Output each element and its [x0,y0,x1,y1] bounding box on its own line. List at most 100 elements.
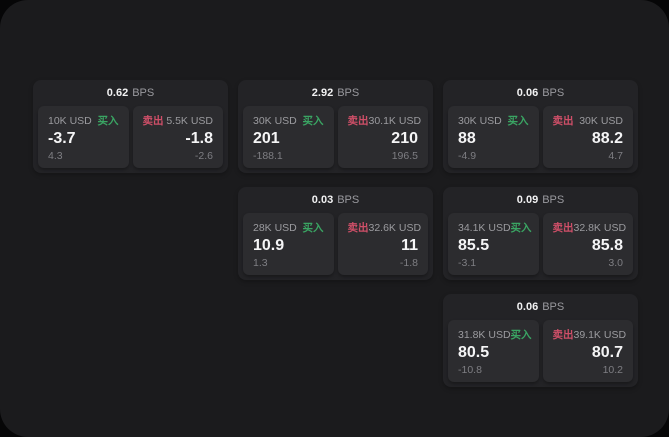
bps-value: 0.09 [516,194,539,206]
bps-unit-label: BPS [542,194,565,206]
sell-delta-value: 4.7 [608,150,623,162]
buy-quote[interactable]: 28K USD 买入 10.9 1.3 [243,213,334,275]
buy-quote[interactable]: 34.1K USD 买入 85.5 -3.1 [448,213,539,275]
quote-card: 0.03 BPS 28K USD 买入 10.9 1.3 卖出 32.6K US… [238,187,433,280]
sell-size-label: 30K USD [579,114,623,127]
buy-quote[interactable]: 10K USD 买入 -3.7 4.3 [38,106,129,168]
buy-quote-header: 31.8K USD 买入 [458,327,532,342]
sell-side-label: 卖出 [142,115,164,127]
buy-side-label: 买入 [302,115,324,127]
buy-size-label: 28K USD [253,221,297,234]
card-header: 0.06 BPS [443,80,638,106]
sell-quote-header: 卖出 39.1K USD [552,327,627,342]
card-body: 10K USD 买入 -3.7 4.3 卖出 5.5K USD -1.8 -2.… [33,106,228,173]
buy-size-label: 30K USD [458,114,502,127]
card-header: 0.09 BPS [443,187,638,213]
card-body: 28K USD 买入 10.9 1.3 卖出 32.6K USD 11 -1.8 [238,213,433,280]
sell-quote[interactable]: 卖出 30.1K USD 210 196.5 [337,106,428,168]
card-header: 0.62 BPS [33,80,228,106]
quote-cards-grid: 0.62 BPS 10K USD 买入 -3.7 4.3 卖出 5.5K USD… [33,80,638,387]
bps-unit-label: BPS [337,194,360,206]
sell-side-label: 卖出 [347,115,369,127]
buy-delta-value: -4.9 [458,150,477,162]
buy-delta-value: 1.3 [253,257,268,269]
sell-delta-value: -2.6 [194,150,213,162]
sell-delta-value: -1.8 [399,257,418,269]
buy-price-value: 88 [458,130,476,147]
sell-price-value: 85.8 [591,237,623,254]
buy-quote-header: 34.1K USD 买入 [458,220,532,235]
quote-card: 0.06 BPS 30K USD 买入 88 -4.9 卖出 30K USD 8… [443,80,638,173]
sell-delta-value: 3.0 [608,257,623,269]
sell-size-label: 32.8K USD [573,221,627,234]
buy-side-label: 买入 [510,222,532,234]
card-body: 30K USD 买入 201 -188.1 卖出 30.1K USD 210 1… [238,106,433,173]
card-header: 0.06 BPS [443,294,638,320]
sell-price-value: 11 [401,237,418,254]
sell-price-value: 210 [391,130,418,147]
sell-quote-header: 卖出 30.1K USD [347,113,422,128]
buy-price-value: 10.9 [253,237,285,254]
bps-value: 2.92 [311,87,334,99]
bps-unit-label: BPS [132,87,155,99]
quote-card: 2.92 BPS 30K USD 买入 201 -188.1 卖出 30.1K … [238,80,433,173]
sell-quote-header: 卖出 5.5K USD [143,113,214,128]
buy-price-value: 201 [253,130,280,147]
bps-unit-label: BPS [337,87,360,99]
buy-quote-header: 28K USD 买入 [253,220,324,235]
sell-quote[interactable]: 卖出 39.1K USD 80.7 10.2 [542,320,633,382]
sell-side-label: 卖出 [552,222,574,234]
sell-side-label: 卖出 [347,222,369,234]
sell-quote-header: 卖出 32.6K USD [347,220,422,235]
bps-unit-label: BPS [542,301,565,313]
buy-side-label: 买入 [302,222,324,234]
sell-quote-header: 卖出 30K USD [553,113,624,128]
card-header: 0.03 BPS [238,187,433,213]
bps-value: 0.62 [106,87,129,99]
buy-price-value: 85.5 [458,237,490,254]
buy-side-label: 买入 [97,115,119,127]
sell-side-label: 卖出 [552,329,574,341]
sell-size-label: 5.5K USD [166,114,213,127]
sell-quote-header: 卖出 32.8K USD [552,220,627,235]
sell-size-label: 30.1K USD [368,114,422,127]
card-body: 34.1K USD 买入 85.5 -3.1 卖出 32.8K USD 85.8… [443,213,638,280]
bps-value: 0.06 [516,87,539,99]
sell-quote[interactable]: 卖出 32.6K USD 11 -1.8 [337,213,428,275]
sell-size-label: 32.6K USD [368,221,422,234]
buy-quote[interactable]: 30K USD 买入 201 -188.1 [243,106,334,168]
bps-value: 0.03 [311,194,334,206]
sell-price-value: -1.8 [185,130,213,147]
buy-size-label: 10K USD [48,114,92,127]
buy-size-label: 34.1K USD [458,221,511,234]
sell-quote[interactable]: 卖出 30K USD 88.2 4.7 [542,106,633,168]
buy-quote-header: 30K USD 买入 [458,113,529,128]
buy-price-value: -3.7 [48,130,76,147]
buy-price-value: 80.5 [458,344,490,361]
quote-card: 0.06 BPS 31.8K USD 买入 80.5 -10.8 卖出 39.1… [443,294,638,387]
buy-quote[interactable]: 31.8K USD 买入 80.5 -10.8 [448,320,539,382]
sell-size-label: 39.1K USD [573,328,627,341]
sell-quote[interactable]: 卖出 32.8K USD 85.8 3.0 [542,213,633,275]
buy-quote-header: 10K USD 买入 [48,113,119,128]
sell-price-value: 88.2 [591,130,623,147]
buy-side-label: 买入 [507,115,529,127]
buy-quote-header: 30K USD 买入 [253,113,324,128]
quote-card: 0.62 BPS 10K USD 买入 -3.7 4.3 卖出 5.5K USD… [33,80,228,173]
bps-value: 0.06 [516,301,539,313]
card-body: 31.8K USD 买入 80.5 -10.8 卖出 39.1K USD 80.… [443,320,638,387]
buy-delta-value: -10.8 [458,364,482,376]
buy-size-label: 30K USD [253,114,297,127]
card-header: 2.92 BPS [238,80,433,106]
buy-delta-value: -3.1 [458,257,477,269]
quote-card: 0.09 BPS 34.1K USD 买入 85.5 -3.1 卖出 32.8K… [443,187,638,280]
buy-side-label: 买入 [510,329,532,341]
sell-quote[interactable]: 卖出 5.5K USD -1.8 -2.6 [132,106,223,168]
buy-quote[interactable]: 30K USD 买入 88 -4.9 [448,106,539,168]
bps-unit-label: BPS [542,87,565,99]
sell-side-label: 卖出 [552,115,574,127]
card-body: 30K USD 买入 88 -4.9 卖出 30K USD 88.2 4.7 [443,106,638,173]
sell-price-value: 80.7 [591,344,623,361]
buy-delta-value: -188.1 [253,150,283,162]
